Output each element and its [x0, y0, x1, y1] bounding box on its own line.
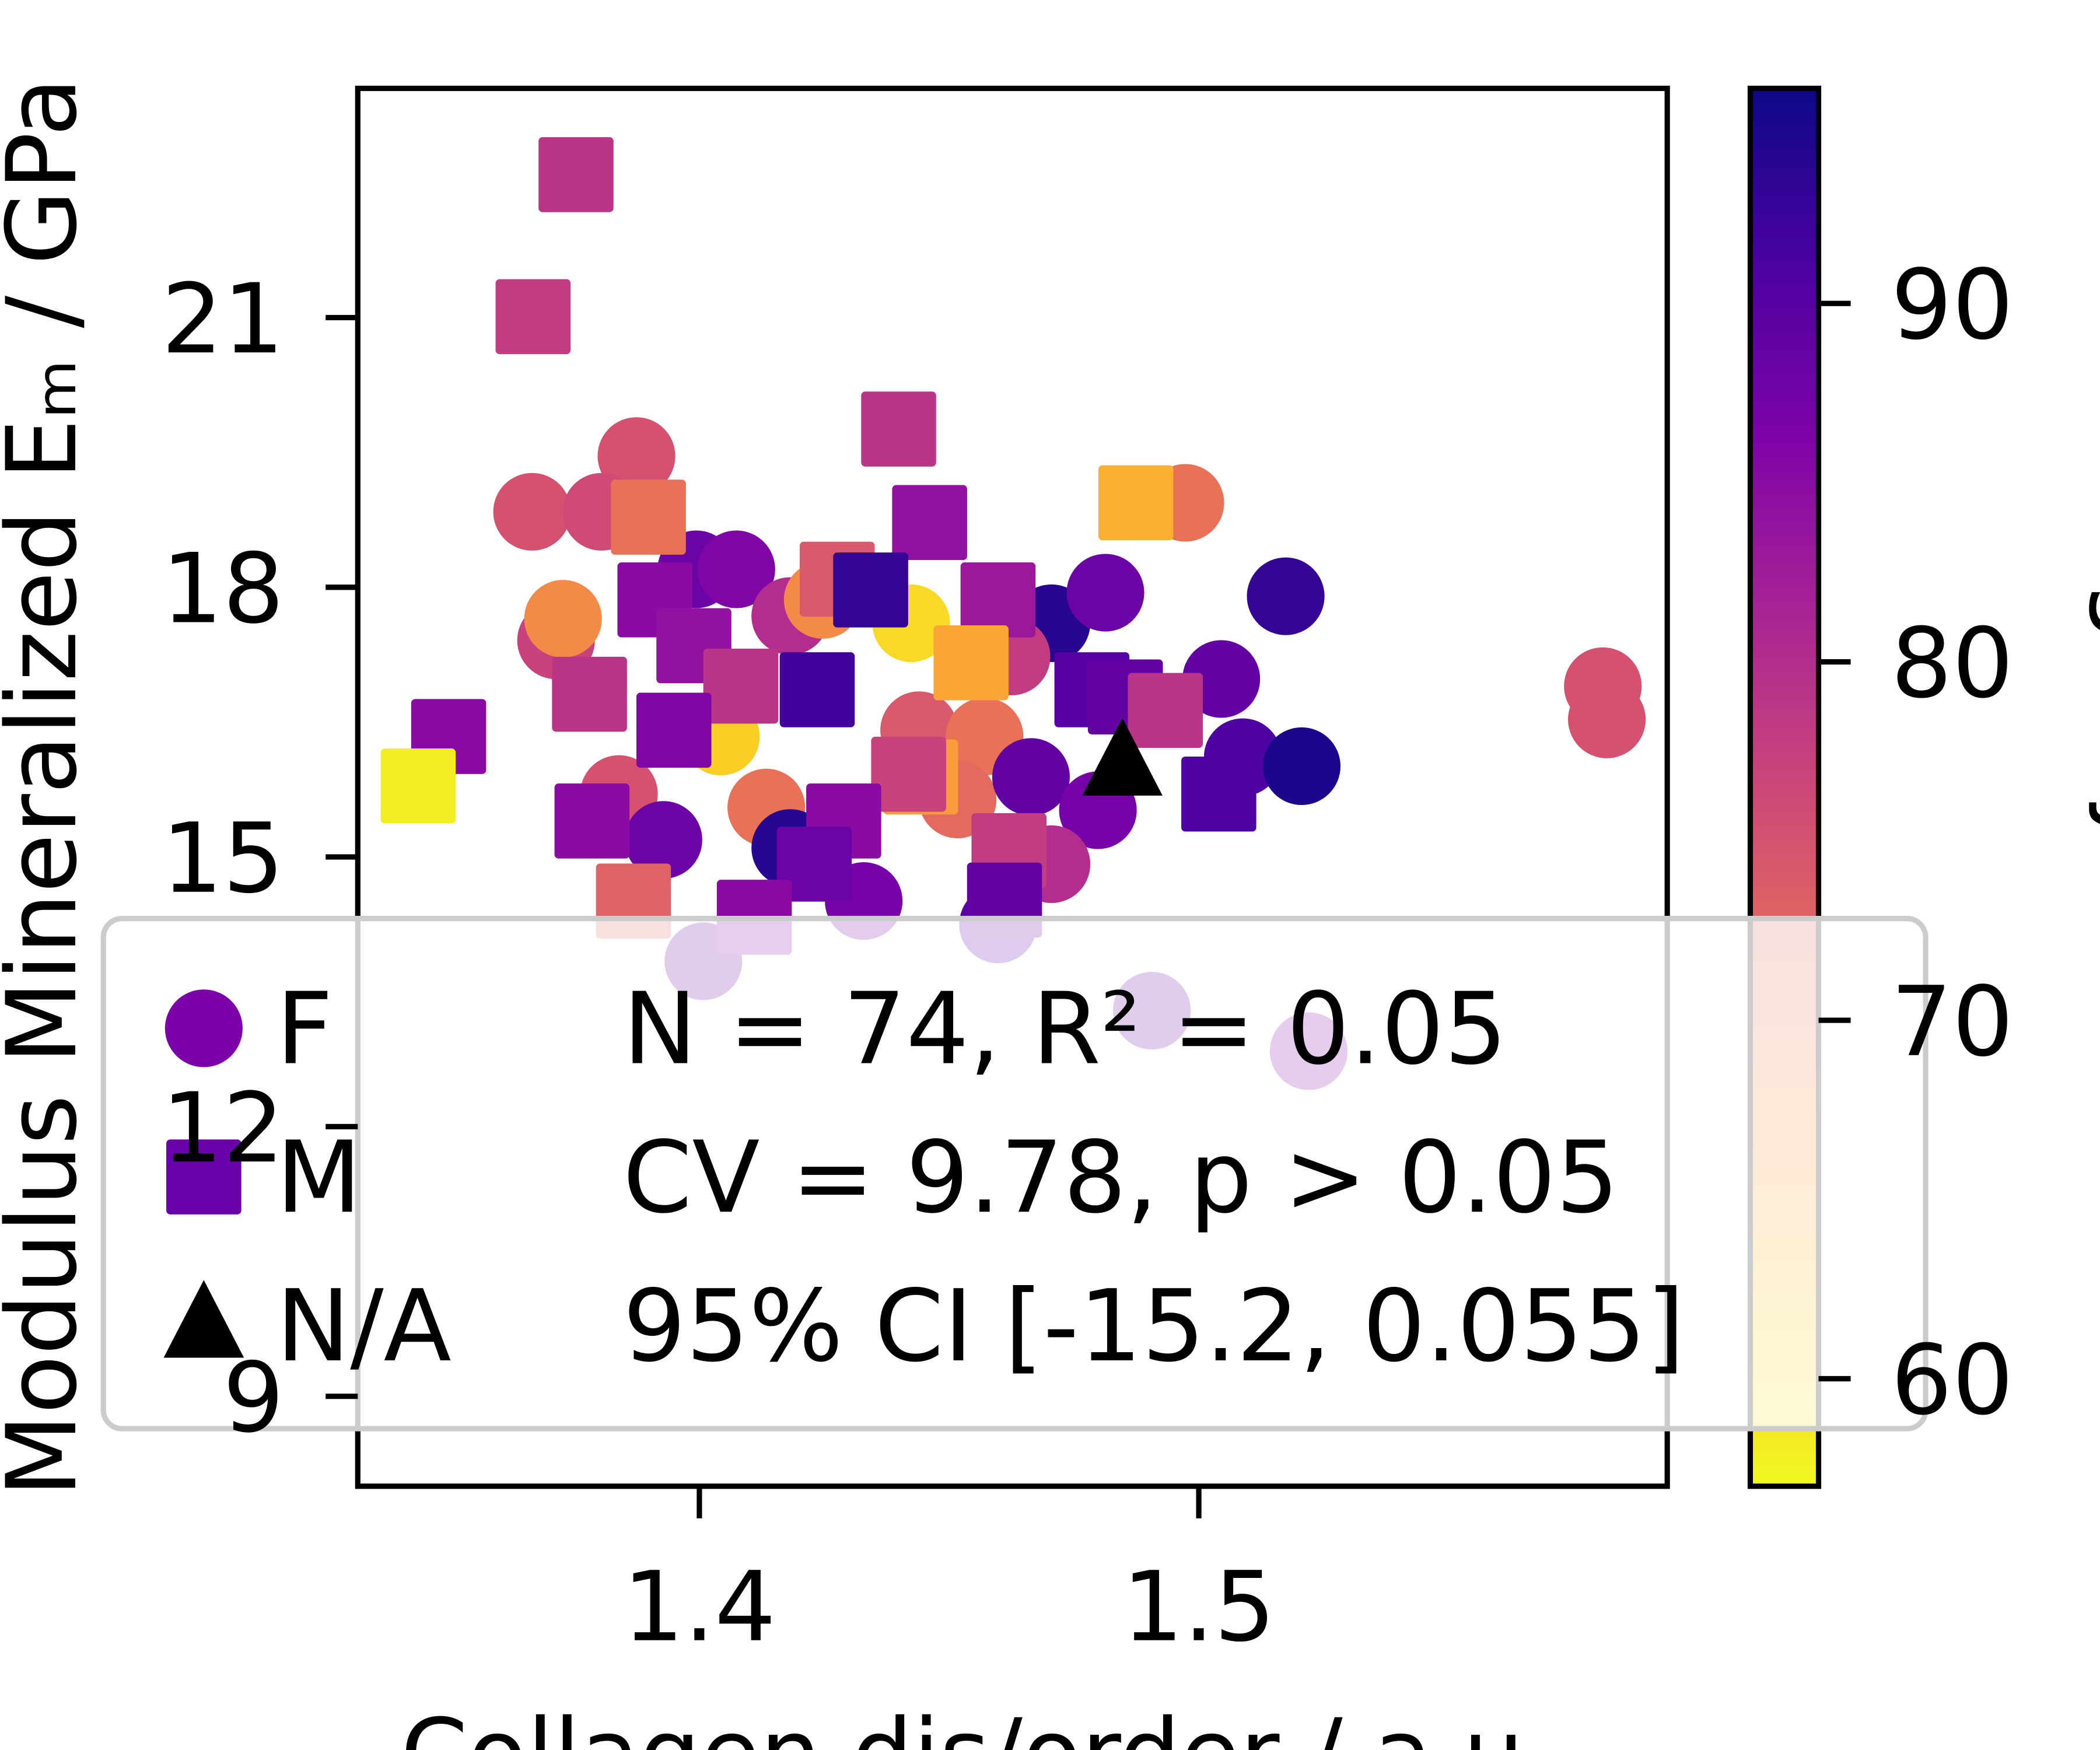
y-axis-label: Modulus Mineralized Eₘ / GPa: [0, 78, 98, 1497]
point: [871, 737, 946, 812]
point: [538, 137, 614, 212]
legend-marker: [163, 1280, 244, 1358]
point: [493, 473, 571, 551]
x-axis-label: Collagen dis/order / a.u.: [401, 1698, 1555, 1750]
x-tick-label: 1.4: [623, 1551, 776, 1663]
legend-label: N/A: [276, 1269, 451, 1384]
point: [1567, 680, 1646, 758]
y-tick-label: 18: [162, 533, 284, 645]
point: [1181, 756, 1256, 832]
colorbar-label: Age / years: [2087, 514, 2100, 1060]
point: [1066, 554, 1144, 632]
annotation: CV = 9.78, p > 0.05: [623, 1120, 1619, 1236]
y-tick-label: 21: [162, 263, 284, 375]
point: [776, 827, 852, 902]
colorbar-tick-label: 60: [1891, 1324, 2013, 1436]
point: [1082, 718, 1163, 796]
colorbar-tick-label: 70: [1891, 966, 2013, 1078]
point: [1262, 727, 1341, 806]
point: [554, 783, 630, 859]
legend-label: M: [276, 1120, 362, 1236]
legend: FM N/A N = 74, R² = 0.05 CV = 9.78, p > 0.0…: [100, 916, 1929, 1432]
x-tick-label: 1.5: [1122, 1551, 1276, 1663]
point: [552, 656, 627, 732]
colorbar-tick-label: 90: [1891, 249, 2013, 361]
point: [495, 279, 571, 355]
point: [833, 552, 908, 628]
point: [703, 649, 779, 724]
y-tick-label: 15: [162, 803, 284, 915]
point: [892, 485, 967, 561]
plot-frame: [355, 85, 1670, 1489]
legend-label: F: [276, 971, 333, 1087]
y-tick-label: 9: [223, 1342, 284, 1454]
point: [861, 391, 936, 467]
colorbar-tick-label: 80: [1891, 607, 2013, 719]
point: [597, 417, 676, 495]
legend-marker: [164, 989, 243, 1068]
legend-box: [100, 916, 1929, 1432]
annotation: 95% CI [-15.2, 0.055]: [623, 1269, 1685, 1384]
point: [697, 530, 775, 608]
point: [1128, 673, 1203, 748]
point: [1247, 557, 1325, 635]
legend-marker: [166, 1139, 242, 1214]
point: [624, 801, 702, 879]
points: [380, 137, 1646, 1090]
point: [524, 580, 602, 658]
y-tick-label: 12: [162, 1072, 284, 1184]
point: [992, 738, 1070, 816]
point: [779, 652, 855, 727]
point: [611, 480, 686, 555]
annotation: N = 74, R² = 0.05: [623, 971, 1507, 1087]
point: [933, 625, 1009, 701]
point: [960, 562, 1036, 638]
point: [1098, 465, 1174, 541]
point: [636, 692, 712, 768]
point: [380, 748, 456, 824]
